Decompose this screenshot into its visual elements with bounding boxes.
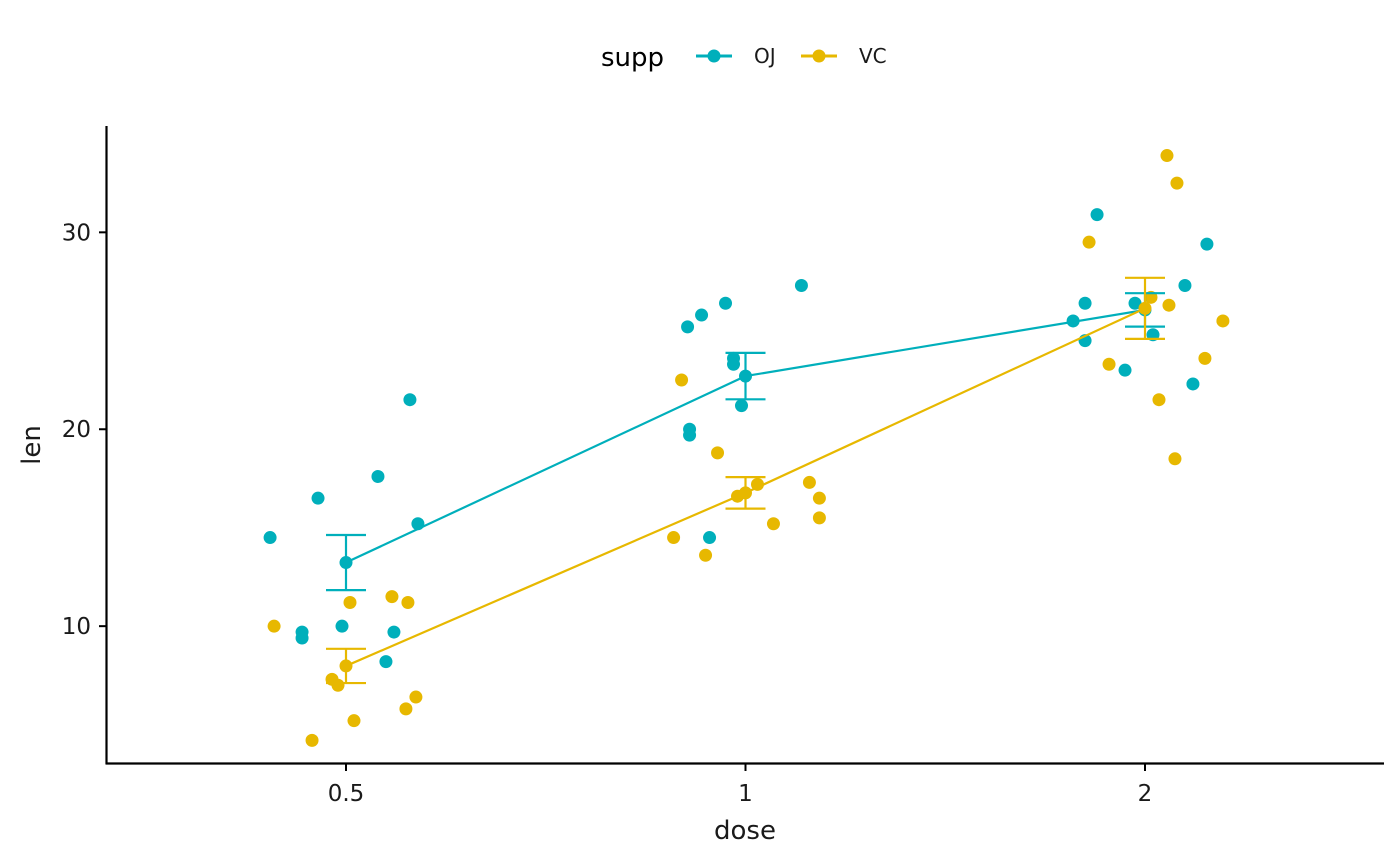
x-tick-label: 0.5 — [328, 781, 365, 807]
x-tick-label: 1 — [738, 781, 753, 807]
data-point-vc — [1170, 176, 1184, 190]
data-point-vc — [1102, 357, 1116, 371]
data-point-vc — [812, 491, 826, 505]
data-point-oj — [1078, 296, 1092, 310]
data-point-vc — [1198, 351, 1212, 365]
data-point-vc — [1082, 235, 1096, 249]
data-point-vc — [802, 475, 816, 489]
legend-title: supp — [601, 43, 664, 73]
data-point-oj — [794, 279, 808, 292]
data-point-oj — [335, 619, 349, 633]
data-point-vc — [1216, 314, 1230, 328]
y-tick-label: 20 — [62, 417, 91, 443]
data-point-oj — [735, 399, 749, 413]
x-tick-label: 2 — [1138, 781, 1153, 807]
data-point-vc — [267, 619, 281, 633]
x-ticks: 0.5 1 2 — [328, 764, 1153, 807]
data-point-vc — [675, 373, 689, 387]
data-point-vc — [1160, 149, 1174, 163]
y-tick-label: 10 — [62, 614, 91, 640]
mean-point-oj — [339, 556, 353, 570]
legend-key-point-vc — [812, 49, 826, 63]
legend-key-point-oj — [707, 49, 721, 63]
y-tick-label: 30 — [62, 220, 91, 246]
summary-layer — [326, 276, 1165, 685]
data-point-vc — [385, 590, 399, 604]
mean-point-oj — [739, 369, 752, 383]
data-point-oj — [379, 655, 393, 669]
data-point-oj — [695, 308, 709, 322]
data-point-vc — [1152, 393, 1166, 407]
data-point-vc — [766, 517, 780, 531]
data-point-oj — [403, 393, 417, 407]
legend: supp OJ VC — [601, 43, 887, 73]
mean-line-oj — [345, 308, 1146, 564]
data-point-oj — [1200, 237, 1214, 251]
data-point-vc — [409, 690, 423, 704]
legend-item-vc: VC — [801, 44, 887, 68]
data-point-vc — [667, 531, 681, 545]
data-point-vc — [331, 678, 345, 692]
mean-point-vc — [339, 659, 353, 673]
data-point-oj — [387, 625, 401, 639]
mean-point-vc — [1138, 301, 1152, 315]
data-point-vc — [711, 446, 725, 460]
y-axis-title: len — [17, 425, 47, 465]
legend-label-oj: OJ — [754, 44, 776, 68]
data-point-vc — [399, 702, 413, 716]
data-point-vc — [401, 596, 415, 610]
data-point-oj — [1090, 208, 1104, 222]
data-point-oj — [263, 531, 277, 545]
data-point-vc — [1168, 452, 1182, 466]
data-point-oj — [1128, 296, 1142, 310]
data-point-oj — [719, 296, 733, 310]
data-point-oj — [295, 631, 309, 645]
data-point-vc — [343, 596, 357, 610]
data-point-oj — [683, 428, 697, 442]
data-point-oj — [681, 320, 695, 334]
data-point-vc — [305, 733, 319, 747]
data-point-oj — [703, 531, 717, 545]
y-ticks: 10 20 30 — [62, 220, 106, 640]
data-point-oj — [1118, 363, 1132, 377]
mean-point-vc — [739, 486, 752, 500]
data-point-vc — [1162, 298, 1176, 312]
legend-label-vc: VC — [859, 44, 887, 68]
x-axis-title: dose — [714, 816, 776, 846]
data-point-vc — [812, 511, 826, 525]
data-point-vc — [347, 714, 361, 728]
data-point-oj — [1178, 279, 1192, 292]
data-point-vc — [699, 548, 713, 562]
data-points — [263, 149, 1230, 747]
data-point-oj — [311, 491, 325, 505]
legend-item-oj: OJ — [696, 44, 776, 68]
data-point-oj — [1186, 377, 1200, 391]
data-point-oj — [727, 357, 741, 371]
data-point-oj — [371, 470, 385, 484]
